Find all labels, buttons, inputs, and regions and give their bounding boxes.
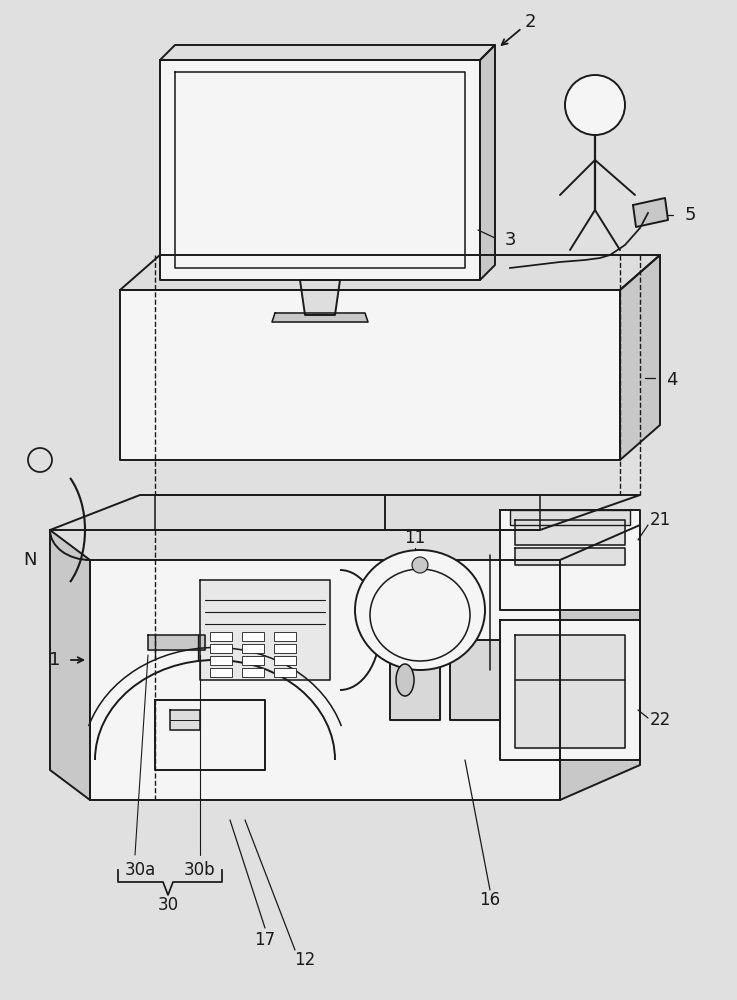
Polygon shape — [500, 620, 640, 760]
Polygon shape — [90, 560, 560, 800]
Bar — [242, 656, 264, 665]
Ellipse shape — [355, 550, 485, 670]
Polygon shape — [120, 255, 660, 290]
Polygon shape — [385, 495, 540, 530]
Bar — [274, 644, 296, 653]
Polygon shape — [160, 45, 495, 60]
Text: 22: 22 — [649, 711, 671, 729]
Polygon shape — [155, 495, 385, 530]
Text: N: N — [24, 551, 37, 569]
Text: 4: 4 — [666, 371, 678, 389]
Text: 21: 21 — [649, 511, 671, 529]
Bar — [210, 632, 232, 641]
Polygon shape — [300, 280, 340, 315]
Polygon shape — [633, 198, 668, 227]
Polygon shape — [148, 635, 205, 650]
Text: 3: 3 — [504, 231, 516, 249]
Polygon shape — [510, 510, 630, 525]
Polygon shape — [480, 45, 495, 280]
Bar — [210, 656, 232, 665]
Polygon shape — [155, 700, 265, 770]
Circle shape — [565, 75, 625, 135]
Polygon shape — [620, 255, 660, 460]
Bar — [210, 644, 232, 653]
Bar — [274, 668, 296, 677]
Bar — [274, 656, 296, 665]
Bar — [210, 668, 232, 677]
Polygon shape — [515, 635, 625, 748]
Ellipse shape — [396, 664, 414, 696]
Text: 5: 5 — [684, 206, 696, 224]
Bar — [242, 668, 264, 677]
Polygon shape — [200, 580, 330, 680]
Polygon shape — [515, 548, 625, 565]
Polygon shape — [50, 495, 640, 530]
Bar — [242, 644, 264, 653]
Circle shape — [412, 557, 428, 573]
Text: 11: 11 — [405, 529, 426, 547]
Bar — [242, 632, 264, 641]
Polygon shape — [272, 313, 368, 322]
Text: 1: 1 — [49, 651, 60, 669]
Text: 12: 12 — [294, 951, 315, 969]
Polygon shape — [120, 290, 620, 460]
Text: 30a: 30a — [125, 861, 156, 879]
Polygon shape — [500, 510, 640, 610]
Polygon shape — [450, 640, 500, 720]
Bar — [274, 632, 296, 641]
Polygon shape — [170, 710, 200, 730]
Polygon shape — [50, 530, 90, 800]
Polygon shape — [160, 60, 480, 280]
Text: 16: 16 — [480, 891, 500, 909]
Text: 17: 17 — [254, 931, 276, 949]
Polygon shape — [175, 72, 465, 268]
Text: 30b: 30b — [184, 861, 216, 879]
Polygon shape — [390, 640, 440, 720]
Polygon shape — [515, 520, 625, 545]
Text: 2: 2 — [524, 13, 536, 31]
Text: 30: 30 — [158, 896, 178, 914]
Polygon shape — [560, 525, 640, 800]
